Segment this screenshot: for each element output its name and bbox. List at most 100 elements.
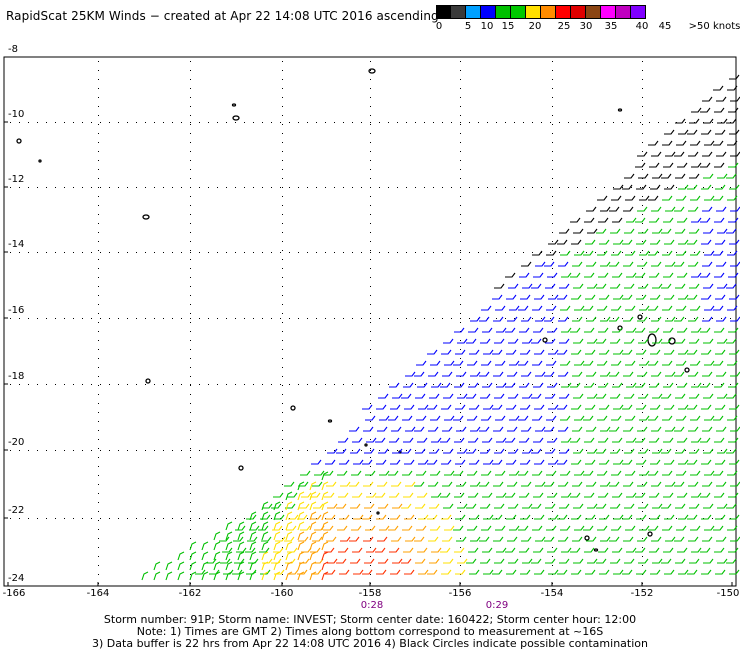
grid-dot xyxy=(552,250,553,251)
colorbar-swatch xyxy=(496,5,511,19)
grid-dot xyxy=(271,518,272,519)
grid-dot xyxy=(100,122,101,123)
grid-dot xyxy=(642,97,643,98)
wind-barb xyxy=(206,558,217,564)
wind-barb xyxy=(390,569,401,575)
colorbar-label: 30 xyxy=(579,21,593,32)
wind-barb xyxy=(703,118,714,124)
wind-barb xyxy=(444,470,455,476)
wind-barb xyxy=(508,393,519,399)
grid-dot xyxy=(370,412,371,413)
wind-barb xyxy=(443,338,454,344)
wind-barb xyxy=(506,294,517,300)
wind-barb xyxy=(664,459,675,465)
grid-dot xyxy=(478,187,479,188)
wind-barb xyxy=(610,283,621,289)
grid-dot xyxy=(91,518,92,519)
wind-barb xyxy=(599,569,610,575)
wind-barb xyxy=(728,107,739,113)
grid-dot xyxy=(568,122,569,123)
wind-barb xyxy=(261,541,269,551)
wind-barb xyxy=(375,547,386,553)
wind-barb xyxy=(405,371,416,377)
wind-barb xyxy=(298,536,309,542)
grid-dot xyxy=(271,122,272,123)
grid-dot xyxy=(397,318,398,319)
wind-barb xyxy=(713,140,724,146)
grid-dot xyxy=(280,187,281,188)
grid-dot xyxy=(28,318,29,319)
grid-dot xyxy=(37,187,38,188)
grid-dot xyxy=(552,421,553,422)
grid-dot xyxy=(190,502,191,503)
grid-dot xyxy=(577,450,578,451)
wind-barb xyxy=(225,551,233,561)
grid-dot xyxy=(676,318,677,319)
wind-barb xyxy=(285,491,293,501)
grid-dot xyxy=(721,318,722,319)
grid-dot xyxy=(460,122,461,123)
grid-dot xyxy=(208,318,209,319)
wind-barb xyxy=(626,492,637,498)
grid-dot xyxy=(658,318,659,319)
grid-dot xyxy=(282,376,283,377)
wind-barb xyxy=(249,525,260,531)
grid-dot xyxy=(642,268,643,269)
grid-dot xyxy=(282,97,283,98)
grid-dot xyxy=(19,384,20,385)
wind-barb xyxy=(392,393,403,399)
wind-barb xyxy=(584,217,595,223)
wind-barb xyxy=(455,514,466,520)
grid-dot xyxy=(10,252,11,253)
wind-barb xyxy=(440,382,451,388)
grid-dot xyxy=(244,384,245,385)
grid-dot xyxy=(370,115,371,116)
grid-dot xyxy=(451,187,452,188)
island-outline xyxy=(231,103,237,107)
wind-barb xyxy=(729,349,740,355)
grid-dot xyxy=(64,384,65,385)
wind-barb xyxy=(402,525,413,531)
grid-dot xyxy=(163,384,164,385)
wind-barb xyxy=(377,426,388,432)
grid-dot xyxy=(190,574,191,575)
grid-dot xyxy=(552,205,553,206)
wind-barb xyxy=(444,360,455,366)
wind-barb xyxy=(714,217,725,223)
wind-barb xyxy=(613,184,624,190)
grid-dot xyxy=(460,502,461,503)
wind-barb xyxy=(612,272,623,278)
wind-barb xyxy=(674,481,685,487)
grid-dot xyxy=(649,318,650,319)
grid-dot xyxy=(244,187,245,188)
wind-barb xyxy=(466,503,477,509)
wind-barb xyxy=(479,481,490,487)
grid-dot xyxy=(98,331,99,332)
colorbar-swatch xyxy=(586,5,601,19)
wind-barb xyxy=(285,571,293,581)
grid-dot xyxy=(98,142,99,143)
wind-barb xyxy=(622,239,633,245)
latitude-label: -8 xyxy=(8,44,18,55)
wind-barb xyxy=(273,511,281,521)
wind-barb xyxy=(663,162,674,168)
grid-dot xyxy=(98,547,99,548)
wind-barb xyxy=(700,107,711,113)
wind-barb xyxy=(321,551,329,561)
grid-dot xyxy=(262,450,263,451)
grid-dot xyxy=(316,450,317,451)
grid-dot xyxy=(460,304,461,305)
wind-barb xyxy=(189,551,197,561)
grid-dot xyxy=(541,187,542,188)
wind-barb xyxy=(637,151,648,157)
note-line-1: Storm number: 91P; Storm name: INVEST; S… xyxy=(103,613,637,626)
grid-dot xyxy=(415,318,416,319)
grid-dot xyxy=(98,196,99,197)
grid-dot xyxy=(460,223,461,224)
wind-barb xyxy=(545,558,556,564)
grid-dot xyxy=(109,518,110,519)
wind-barb xyxy=(691,547,702,553)
grid-dot xyxy=(460,538,461,539)
wind-barb xyxy=(544,261,555,267)
wind-barb xyxy=(597,250,608,256)
